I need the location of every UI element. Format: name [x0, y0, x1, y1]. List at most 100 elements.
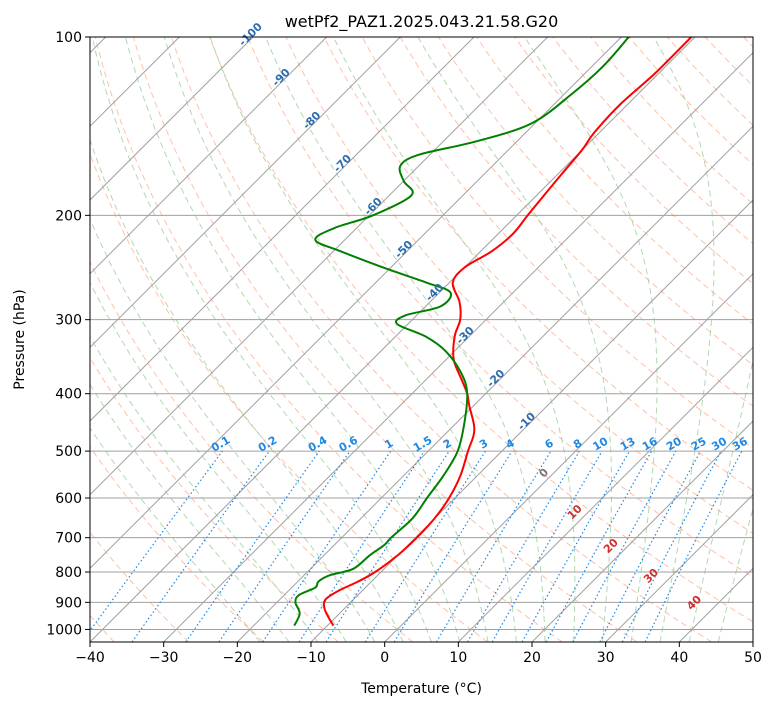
- x-tick-label: 0: [380, 650, 389, 666]
- plot-frame: [89, 36, 754, 643]
- mixing-ratio-line: [393, 450, 513, 642]
- line-labels: 0.1 0.2 0.4 0.6 1 1.5 2 3 4 6 8 10 13 16 20 25 30 36-100-…: [209, 20, 750, 613]
- x-tick-label: −10: [296, 650, 326, 666]
- moist-adiabat-line: [265, 37, 546, 642]
- mixing-ratio-label: 4: [504, 436, 517, 451]
- dry-adiabat-line: [247, 37, 753, 578]
- y-tick-label: 800: [55, 565, 82, 581]
- moist-adiabat-line: [90, 383, 290, 642]
- dry-adiabat-line: [90, 260, 414, 642]
- dry-adiabat-line: [209, 37, 753, 623]
- isotherm-line: [457, 346, 753, 642]
- dry-adiabat-line: [132, 37, 638, 642]
- isotherm-line: [90, 37, 622, 570]
- x-tick-label: 10: [449, 650, 467, 666]
- dry-adiabat-line: [476, 37, 753, 325]
- isotherm-label: -40: [423, 281, 446, 304]
- y-tick-label: 900: [55, 595, 82, 611]
- moist-adiabat-line: [90, 281, 347, 642]
- isotherm-line: [678, 567, 753, 642]
- dry-adiabat-line: [94, 37, 563, 642]
- x-tick-label: 50: [744, 650, 762, 666]
- dry-adiabat-line: [323, 37, 753, 491]
- data-series: [293, 37, 693, 627]
- dewpoint-line: [293, 37, 630, 627]
- x-axis-label: Temperature (°C): [360, 681, 482, 697]
- mixing-ratio-label: 3: [477, 437, 490, 452]
- mixing-ratio-label: 6: [543, 436, 556, 451]
- dry-adiabat-line: [90, 152, 488, 642]
- moist-adiabat-line: [209, 37, 517, 642]
- mixing-ratio-line: [298, 450, 425, 642]
- mixing-ratio-line: [90, 450, 223, 632]
- dry-adiabat-line: [171, 37, 712, 642]
- mixing-ratio-line: [435, 450, 552, 642]
- isotherm-line: [310, 199, 753, 642]
- dry-adiabat-line: [743, 37, 753, 48]
- moist-adiabat-line: [90, 138, 404, 642]
- isotherm-label: -70: [331, 152, 354, 175]
- moist-adiabat-label: 20: [601, 536, 621, 556]
- dry-adiabat-line: [285, 37, 753, 535]
- y-tick-label: 1000: [46, 622, 82, 638]
- mixing-ratio-line: [218, 450, 351, 642]
- isotherm-line: [90, 37, 254, 201]
- mixing-ratio-label: 2: [441, 437, 454, 452]
- moist-adiabat-line: [163, 37, 489, 642]
- isotherm-line: [531, 420, 753, 642]
- moist-adiabat-label: 40: [684, 592, 704, 612]
- isotherm-label: -20: [484, 367, 507, 390]
- dry-adiabat-line: [590, 37, 753, 205]
- y-tick-label: 200: [55, 208, 82, 224]
- moist-adiabat-line: [688, 358, 753, 642]
- x-tick-label: 30: [597, 650, 615, 666]
- moist-adiabat-line: [653, 37, 715, 642]
- isotherm-line: [90, 37, 475, 422]
- y-axis-label: Pressure (hPa): [12, 289, 28, 389]
- y-tick-label: 600: [55, 491, 82, 507]
- chart-title: wetPf2_PAZ1.2025.043.21.58.G20: [285, 12, 559, 32]
- moist-adiabat-line: [524, 37, 658, 642]
- mixing-ratio-line: [545, 450, 653, 642]
- mixing-ratio-line: [131, 450, 270, 642]
- x-tick-label: −20: [223, 650, 253, 666]
- isotherm-line: [90, 37, 401, 349]
- isotherm-label: -10: [515, 410, 538, 433]
- moist-adiabat-line: [91, 37, 432, 642]
- moist-adiabat-line: [717, 506, 753, 642]
- isotherm-label: -50: [392, 238, 415, 261]
- x-tick-label: −40: [75, 650, 105, 666]
- moist-adiabat-label: 30: [641, 566, 661, 586]
- isotherm-line: [605, 493, 753, 642]
- isotherm-label: -80: [300, 109, 323, 132]
- dry-adiabat-line: [514, 37, 753, 285]
- dry-adiabat-line: [90, 446, 264, 642]
- moist-adiabat-label: 10: [565, 502, 585, 522]
- mixing-ratio-line: [572, 450, 677, 642]
- isotherm-line: [90, 37, 328, 275]
- moist-adiabat-line: [90, 427, 261, 642]
- mixing-ratio-line: [644, 450, 743, 642]
- dry-adiabat-line: [704, 37, 753, 87]
- moist-adiabat-line: [90, 217, 376, 642]
- mixing-ratio-line: [325, 450, 450, 642]
- x-tick-label: −30: [149, 650, 179, 666]
- mixing-ratio-line: [262, 450, 392, 642]
- isotherm-line: [90, 37, 696, 642]
- mixing-ratio-line: [521, 450, 631, 642]
- grid-lines: [90, 37, 753, 642]
- x-tick-label: 20: [523, 650, 541, 666]
- isotherm-line: [384, 272, 753, 642]
- x-axis-ticks: −40 −30 −20 −10 0 10 20 30 40 50: [75, 642, 762, 666]
- isotherm-line: [163, 51, 753, 642]
- y-axis-ticks: 1000 900 800 700 600 500 400 300 200 100: [46, 30, 90, 638]
- isotherm-label: -100: [236, 20, 265, 49]
- isotherm-line: [752, 641, 753, 642]
- mixing-ratio-line: [185, 450, 320, 642]
- y-tick-label: 300: [55, 313, 82, 329]
- y-tick-label: 100: [55, 30, 82, 46]
- moist-adiabat-line: [417, 37, 612, 642]
- y-tick-label: 700: [55, 531, 82, 547]
- isotherm-line: [90, 37, 549, 496]
